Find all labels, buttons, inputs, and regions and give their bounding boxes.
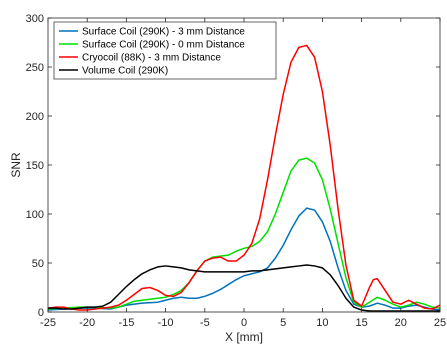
legend-box — [53, 21, 277, 80]
legend-label-4: Volume Coil (290K) — [82, 66, 168, 77]
legend-label-1: Surface Coil (290K) - 3 mm Distance — [82, 27, 245, 38]
x-tick-label: -25 — [40, 317, 56, 329]
x-tick-label: -5 — [200, 317, 210, 329]
y-tick-label: 50 — [32, 258, 44, 270]
series-layer — [47, 44, 441, 312]
series-line-4 — [48, 264, 440, 312]
legend-label-2: Surface Coil (290K) - 0 mm Distance — [82, 40, 245, 51]
y-tick-label: 200 — [26, 111, 44, 123]
x-tick-label: 25 — [434, 317, 446, 329]
series-line-2 — [47, 157, 441, 310]
x-tick-label: 0 — [241, 317, 247, 329]
y-axis-label: SNR — [9, 152, 23, 178]
x-axis-label: X [mm] — [225, 330, 263, 344]
x-tick-label: 5 — [280, 317, 286, 329]
legend: Surface Coil (290K) - 3 mm Distance Surfa… — [53, 21, 277, 80]
legend-label-3: Cryocoil (88K) - 3 mm Distance — [82, 53, 221, 64]
x-tick-label: -10 — [158, 317, 174, 329]
x-tick-label: -15 — [118, 317, 134, 329]
ticks-layer: -25 -20 -15 -10 -5 0 5 10 15 20 250501001502002503… — [26, 13, 446, 329]
x-tick-label: -20 — [79, 317, 95, 329]
y-tick-label: 150 — [26, 160, 44, 172]
x-tick-label: 15 — [355, 317, 367, 329]
y-tick-label: 300 — [26, 13, 44, 25]
series-line-3 — [47, 44, 441, 311]
series-line-1 — [47, 207, 441, 311]
y-tick-label: 0 — [38, 307, 44, 319]
x-tick-label: 20 — [395, 317, 407, 329]
y-tick-label: 100 — [26, 209, 44, 221]
y-tick-label: 250 — [26, 62, 44, 74]
x-tick-label: 10 — [316, 317, 328, 329]
